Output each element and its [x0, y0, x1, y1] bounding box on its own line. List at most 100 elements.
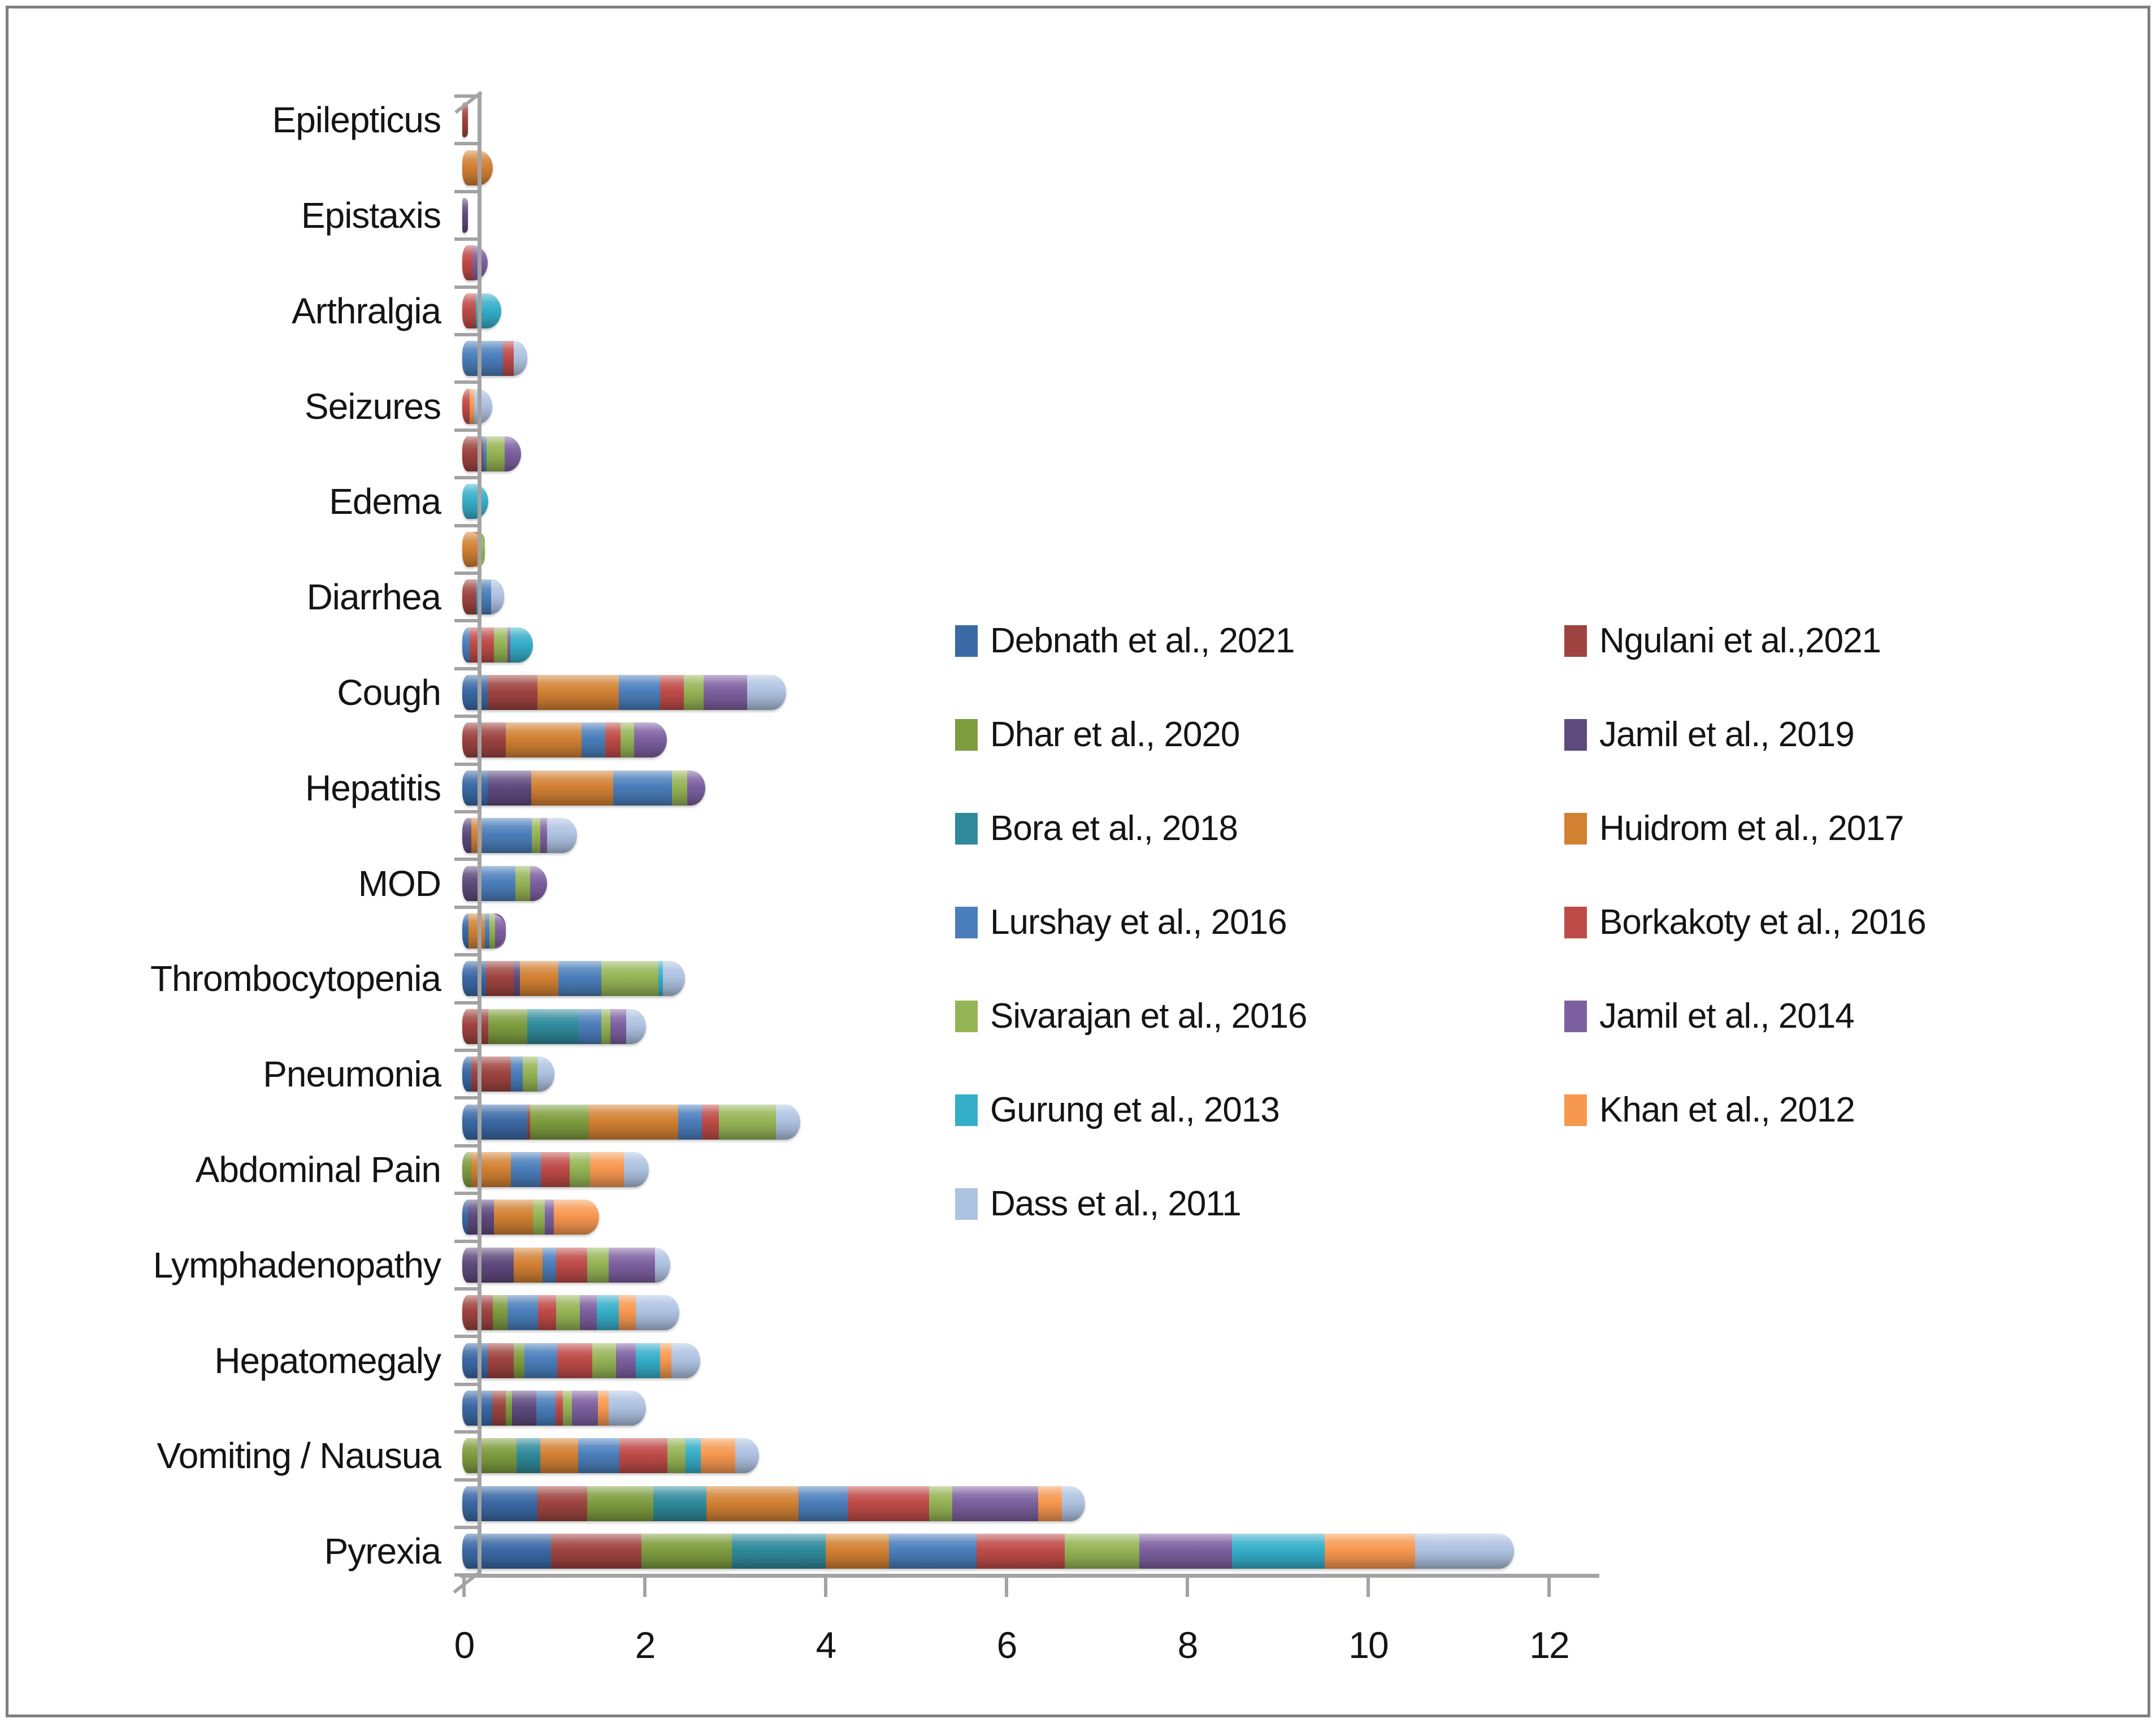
y-axis-tick: [454, 1287, 478, 1291]
bar-segment-sivarajan: [592, 1343, 616, 1378]
chart-frame: [6, 6, 2150, 1717]
bar-segment-jamil2014: [540, 818, 548, 854]
bar-segment-lurshay: [511, 1057, 523, 1092]
bar-segment-lurshay: [507, 1295, 539, 1331]
bar-segment-debnath: [462, 1104, 528, 1140]
category-label: Diarrhea: [306, 577, 441, 618]
bar-segment-ngulani: [527, 1104, 530, 1140]
category-label: Vomiting / Nausua: [157, 1435, 441, 1477]
bar-segment-dhar: [462, 1438, 517, 1474]
bar-segment-dhar: [514, 1343, 525, 1378]
bar-segment-khan: [469, 388, 474, 424]
bar-segment-huidrom: [537, 675, 619, 710]
bar-segment-debnath: [462, 1200, 468, 1235]
y-axis-tick: [454, 428, 478, 432]
bar-segment-khan: [618, 1295, 636, 1331]
y-axis-tick: [454, 619, 478, 623]
bar-segment-sivarajan: [1064, 1534, 1140, 1569]
y-axis-tick: [454, 189, 478, 193]
stacked-bar: [462, 722, 667, 758]
bar-segment-borkakoty: [556, 1247, 587, 1283]
category-label: Hepatomegaly: [214, 1340, 441, 1381]
bar-segment-jamil2014: [1139, 1534, 1232, 1569]
bar-segment-lurshay: [678, 1104, 702, 1140]
bar-segment-borkakoty: [462, 388, 470, 424]
bar-segment-sivarajan: [515, 865, 530, 901]
stacked-bar: [462, 436, 521, 471]
bar-segment-borkakoty: [462, 293, 476, 328]
bar-segment-lurshay: [618, 675, 661, 710]
y-axis-tick: [454, 1335, 478, 1339]
bar-segment-khan: [1325, 1534, 1416, 1569]
y-axis-tick: [454, 237, 478, 241]
bar-segment-jamil2019: [462, 198, 468, 233]
bar-segment-ngulani: [462, 579, 476, 615]
bar-segment-borkakoty: [660, 675, 684, 710]
x-axis-tick: [462, 1578, 466, 1597]
bar-segment-khan: [597, 1391, 609, 1426]
y-axis-tick: [454, 1192, 478, 1196]
bar-segment-huidrom: [540, 1438, 578, 1474]
bar-segment-jamil2014: [634, 722, 667, 758]
bar-segment-huidrom: [531, 770, 614, 806]
stacked-bar: [462, 770, 706, 806]
x-axis-tick-label: 10: [1348, 1624, 1389, 1666]
bar-segment-lurshay: [613, 770, 673, 806]
bar-segment-sivarajan: [683, 675, 704, 710]
bar-segment-sivarajan: [929, 1486, 953, 1521]
legend-item: Dass et al., 2011: [955, 1184, 1242, 1224]
legend-item: Bora et al., 2018: [955, 808, 1238, 848]
bar-segment-borkakoty: [503, 341, 514, 376]
category-label: Hepatitis: [305, 767, 441, 808]
bar-segment-lurshay: [536, 1391, 556, 1426]
bar-segment-sivarajan: [562, 1391, 572, 1426]
bar-segment-huidrom: [826, 1534, 890, 1569]
legend-label-sivarajan: Sivarajan et al., 2016: [990, 997, 1307, 1036]
stacked-bar: [462, 341, 528, 376]
bar-segment-huidrom: [520, 961, 558, 997]
category-label: Arthralgia: [292, 290, 441, 331]
y-axis-tick: [454, 762, 478, 766]
bar-segment-bora: [517, 1438, 540, 1474]
x-axis-tick: [1005, 1578, 1008, 1597]
legend-label-dass: Dass et al., 2011: [990, 1184, 1242, 1223]
bar-segment-ngulani: [550, 1534, 641, 1569]
stacked-bar: [462, 1486, 1086, 1521]
bar-segment-sivarajan: [601, 961, 659, 997]
bar-segment-debnath: [462, 1534, 551, 1569]
bar-segment-dhar: [462, 1152, 471, 1187]
bar-segment-dass: [776, 1104, 801, 1140]
bar-segment-khan: [701, 1438, 736, 1474]
bar-segment-khan: [1038, 1486, 1062, 1521]
y-axis-tick: [454, 1144, 478, 1148]
bar-segment-jamil2014: [507, 627, 510, 663]
bar-segment-debnath: [462, 1057, 471, 1092]
legend-label-huidrom: Huidrom et al., 2017: [1599, 809, 1904, 848]
bar-segment-sivarajan: [587, 1247, 609, 1283]
bar-segment-borkakoty: [847, 1486, 929, 1521]
stacked-bar: [462, 1200, 599, 1235]
stacked-bar: [462, 1534, 1514, 1569]
stacked-bar: [462, 293, 501, 328]
legend-item: Jamil et al., 2014: [1564, 996, 1855, 1036]
bar-segment-debnath: [462, 675, 488, 710]
y-axis-line: [478, 94, 481, 1578]
bar-segment-huidrom: [462, 531, 478, 567]
stacked-bar: [462, 961, 685, 997]
bar-segment-jamil2019: [462, 1247, 514, 1283]
legend-item: Khan et al., 2012: [1564, 1090, 1855, 1130]
bar-segment-dass: [491, 579, 504, 615]
bar-segment-sivarajan: [667, 1438, 686, 1474]
stacked-bar: [462, 102, 468, 138]
stacked-bar: [462, 1104, 801, 1140]
bar-segment-sivarajan: [601, 1008, 611, 1044]
y-axis-tick: [454, 1239, 478, 1243]
bar-segment-lurshay: [524, 1343, 557, 1378]
bar-segment-borkakoty: [557, 1343, 593, 1378]
bar-segment-gurung: [510, 627, 533, 663]
category-label: MOD: [358, 863, 441, 904]
bar-segment-jamil2019: [487, 770, 531, 806]
bar-segment-debnath: [462, 770, 488, 806]
legend-swatch-khan: [1564, 1094, 1587, 1126]
y-axis-tick: [454, 1430, 478, 1434]
